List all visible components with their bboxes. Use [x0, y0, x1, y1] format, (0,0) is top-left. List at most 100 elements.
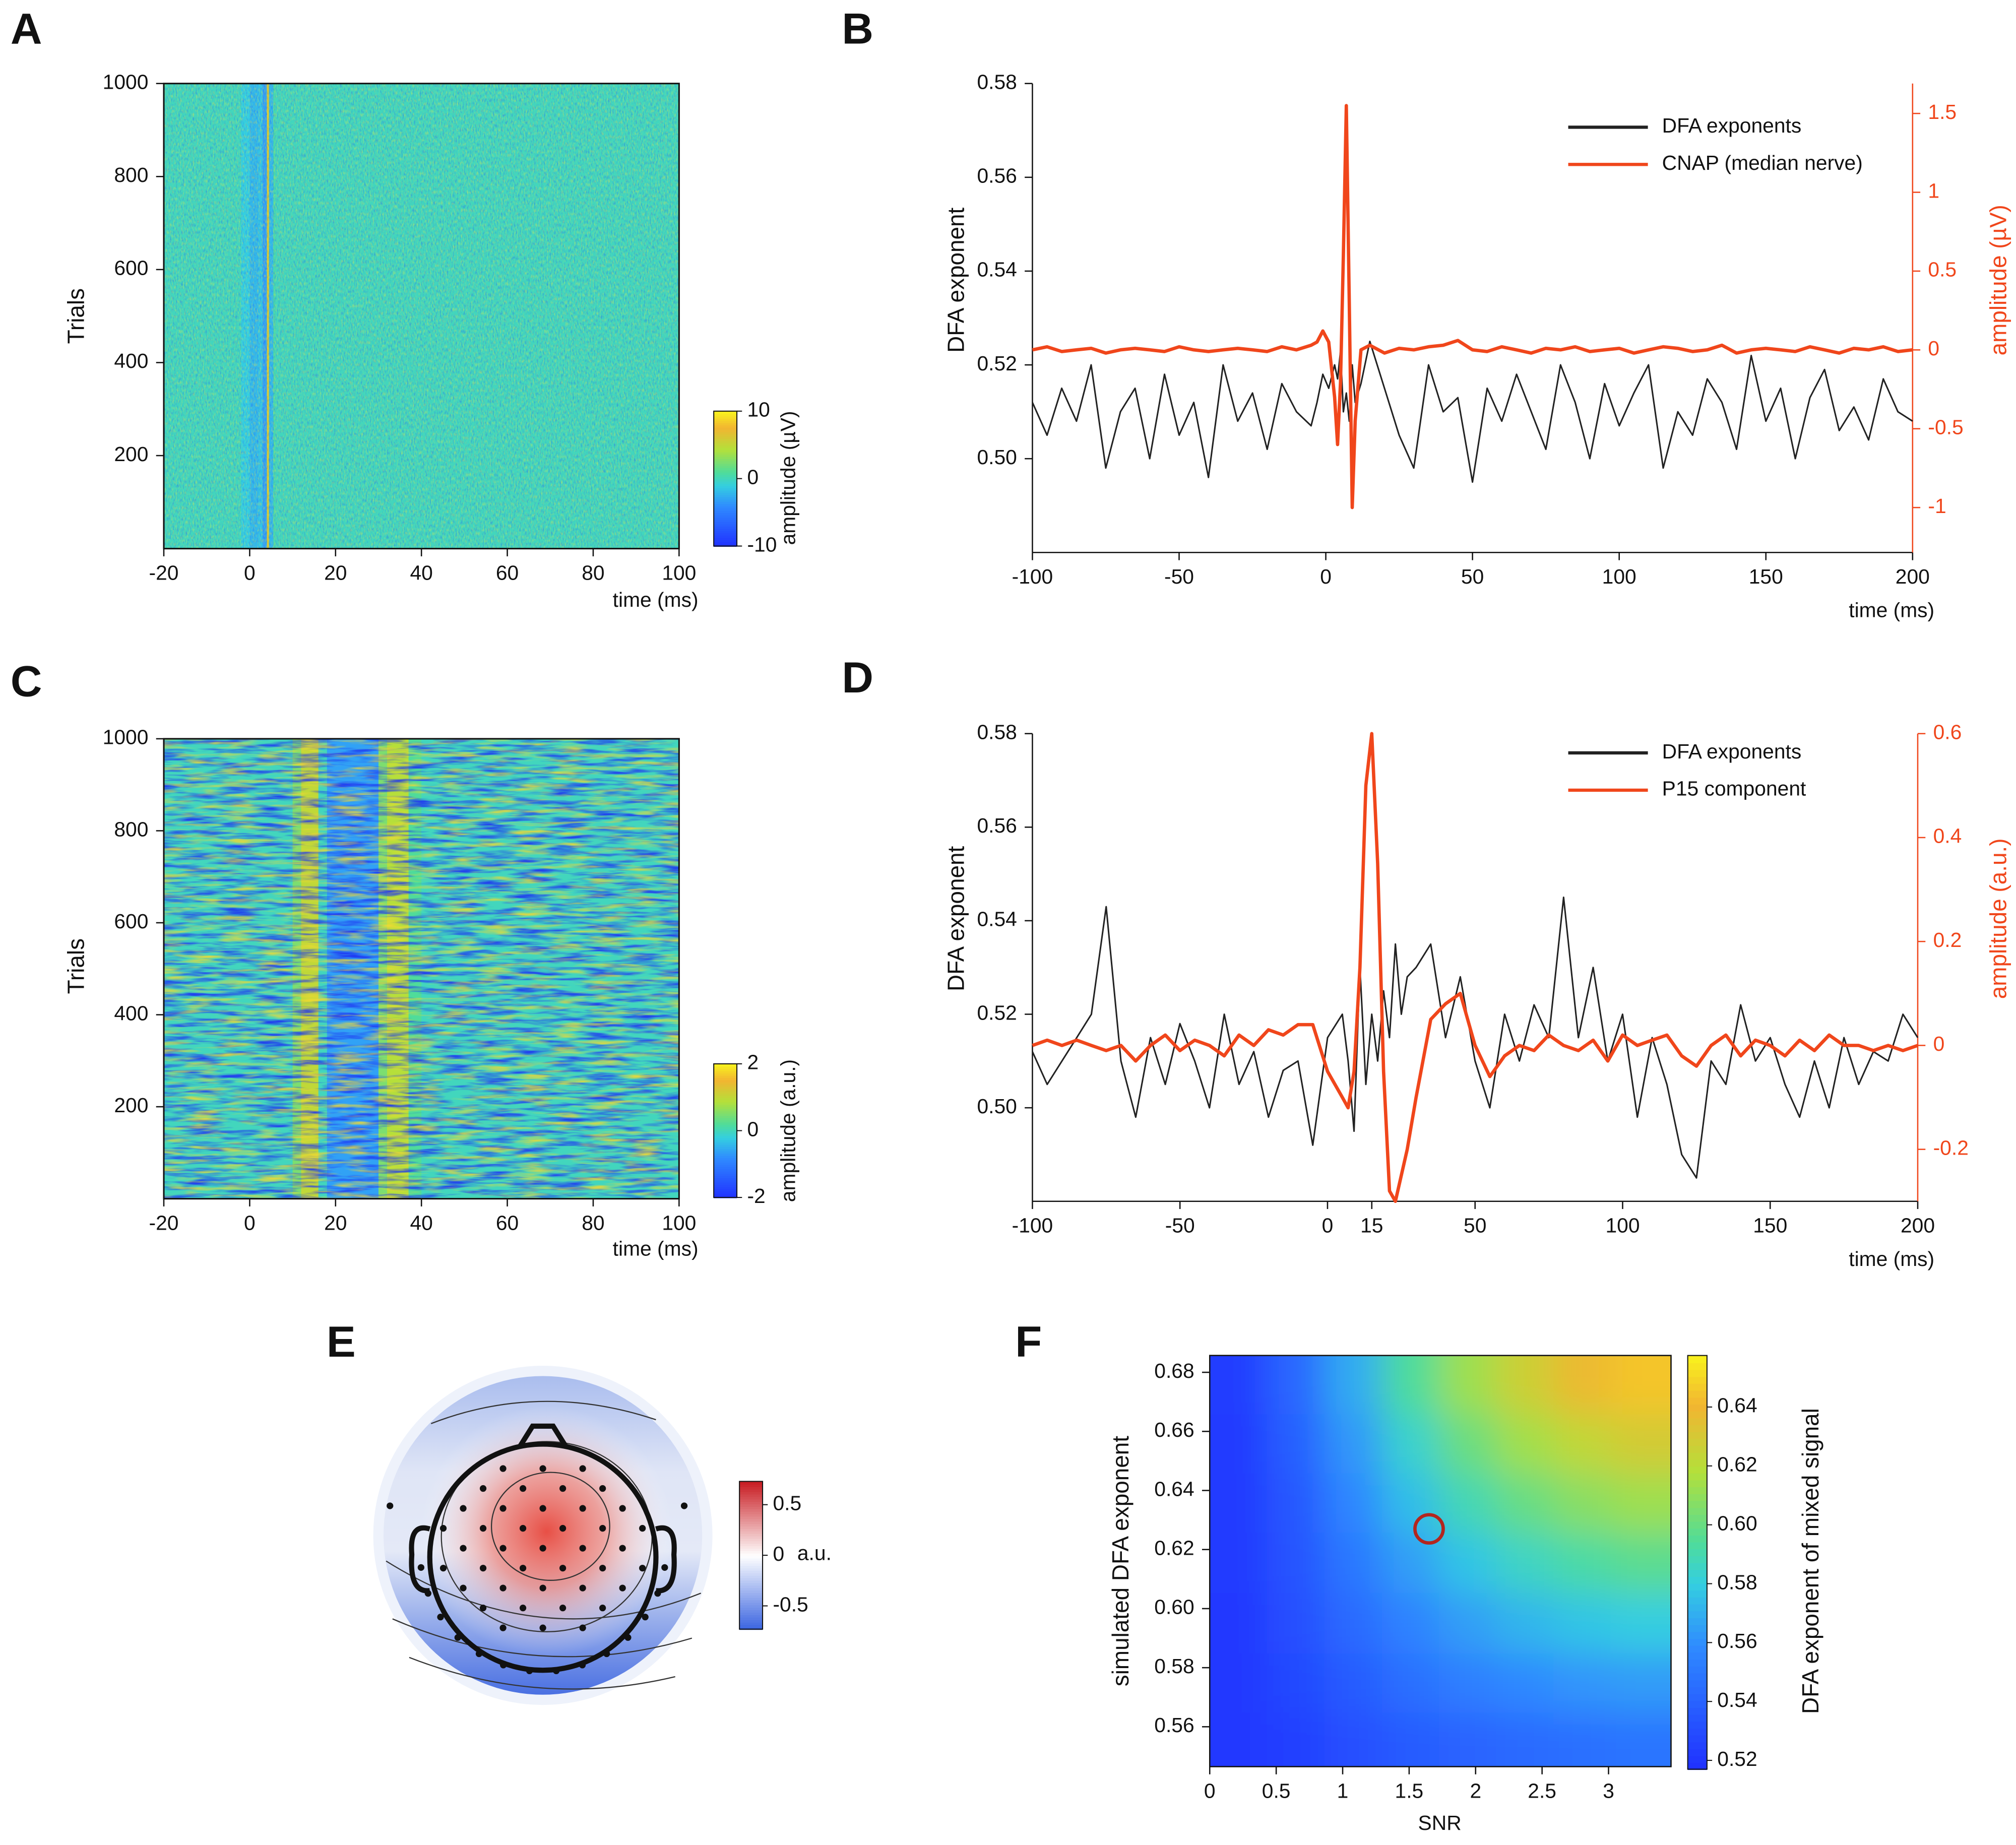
colorbar-slice [714, 458, 737, 462]
electrode [599, 1604, 606, 1612]
colorbar-slice [714, 1193, 737, 1196]
y-tick-label: 200 [114, 1094, 148, 1117]
colorbar-slice [739, 1511, 763, 1514]
y-tick-label: 0.56 [977, 164, 1017, 187]
x-tick-label: -100 [1012, 1214, 1053, 1237]
colorbar-slice [1687, 1424, 1707, 1432]
colorbar-slice [739, 1496, 763, 1500]
colorbar-slice [1687, 1479, 1707, 1488]
colorbar-slice [714, 1102, 737, 1105]
colorbar-slice [714, 435, 737, 439]
heat-cell [1210, 1473, 1268, 1533]
colorbar-tick-label: 0.56 [1717, 1629, 1757, 1652]
colorbar-slice [1687, 1535, 1707, 1543]
electrode [539, 1465, 546, 1472]
colorbar-slice [739, 1607, 763, 1611]
y2-tick-label: 0.6 [1933, 721, 1962, 744]
x-tick-label: 50 [1461, 565, 1484, 588]
electrode [599, 1564, 606, 1572]
x-axis-label: time (ms) [1849, 1247, 1934, 1270]
heat-cell [1439, 1712, 1497, 1767]
electrode [460, 1584, 467, 1592]
contours [386, 1401, 702, 1690]
colorbar-slice [1687, 1411, 1707, 1419]
colorbar-slice [714, 476, 737, 480]
colorbar-slice [739, 1503, 763, 1507]
electrode [479, 1524, 487, 1532]
colorbar-slice [714, 1139, 737, 1143]
electrode [599, 1485, 606, 1492]
colorbar-slice [739, 1570, 763, 1573]
colorbar-slice [714, 1190, 737, 1194]
colorbar-slice [1687, 1417, 1707, 1426]
colorbar-slice [714, 1124, 737, 1127]
heat-cell [1210, 1532, 1268, 1593]
colorbar-slice [1687, 1741, 1707, 1750]
x-tick-label: 100 [662, 561, 696, 584]
x-tick-label: 100 [1605, 1214, 1640, 1237]
x-tick-label: 100 [1602, 565, 1636, 588]
colorbar-slice [714, 1179, 737, 1183]
electrode [579, 1505, 586, 1512]
colorbar-slice [714, 460, 737, 464]
ear [655, 1525, 677, 1594]
x-tick-label: 80 [582, 1211, 604, 1234]
colorbar-slice [1687, 1624, 1707, 1632]
colorbar-slice [714, 1077, 737, 1080]
colorbar-slice [739, 1518, 763, 1522]
heat-cell [1496, 1712, 1554, 1767]
colorbar-slice [714, 496, 737, 500]
colorbar-slice [739, 1493, 763, 1497]
colorbar-slice [714, 528, 737, 531]
heat-cell [1553, 1473, 1611, 1533]
colorbar-slice [1687, 1521, 1707, 1529]
colorbar-slice [714, 1171, 737, 1174]
colorbar-slice [739, 1545, 763, 1549]
x-tick-label: 200 [1896, 565, 1930, 588]
colorbar-slice [739, 1498, 763, 1502]
colorbar-slice [714, 1072, 737, 1076]
colorbar-slice [739, 1597, 763, 1601]
heat-cell [1496, 1414, 1554, 1474]
colorbar-slice [1687, 1542, 1707, 1550]
colorbar-slice [1687, 1473, 1707, 1481]
colorbar-slice [1687, 1507, 1707, 1515]
electrode [460, 1505, 467, 1512]
colorbar-slice [714, 532, 737, 536]
y-tick-label: 600 [114, 257, 148, 280]
colorbar-slice [714, 420, 737, 423]
electrode [519, 1524, 527, 1532]
panel-label: B [842, 5, 873, 53]
electrode [454, 1634, 461, 1641]
colorbar-slice [714, 411, 737, 414]
colorbar-slice [1687, 1631, 1707, 1639]
electrode [639, 1564, 646, 1572]
heat-cell [1324, 1652, 1383, 1713]
colorbar-tick-label: 0.58 [1717, 1570, 1757, 1594]
heat-cell [1324, 1414, 1383, 1474]
colorbar-slice [714, 429, 737, 432]
series-line [1032, 897, 1919, 1179]
x-tick-label: -50 [1165, 1214, 1195, 1237]
colorbar-tick-label: 0.54 [1717, 1688, 1757, 1711]
colorbar-slice [714, 474, 737, 477]
heat-cell [1439, 1414, 1497, 1474]
colorbar-slice [714, 465, 737, 468]
colorbar-slice [739, 1543, 763, 1547]
y-tick-label: 0.54 [977, 258, 1017, 281]
y-tick-label: 200 [114, 442, 148, 466]
colorbar-slice [739, 1592, 763, 1596]
colorbar-slice [714, 494, 737, 497]
colorbar-tick-label: 0 [747, 1117, 759, 1140]
colorbar-slice [714, 535, 737, 538]
colorbar-slice [714, 454, 737, 457]
colorbar-slice [714, 1164, 737, 1167]
colorbar-slice [714, 469, 737, 473]
colorbar-slice [1687, 1576, 1707, 1584]
heat-cell [1381, 1532, 1440, 1593]
ear [409, 1525, 431, 1594]
highlight-marker [1413, 1513, 1445, 1545]
x-axis-label: SNR [1418, 1811, 1462, 1834]
y-tick-label: 400 [114, 1001, 148, 1025]
colorbar-slice [1687, 1404, 1707, 1412]
